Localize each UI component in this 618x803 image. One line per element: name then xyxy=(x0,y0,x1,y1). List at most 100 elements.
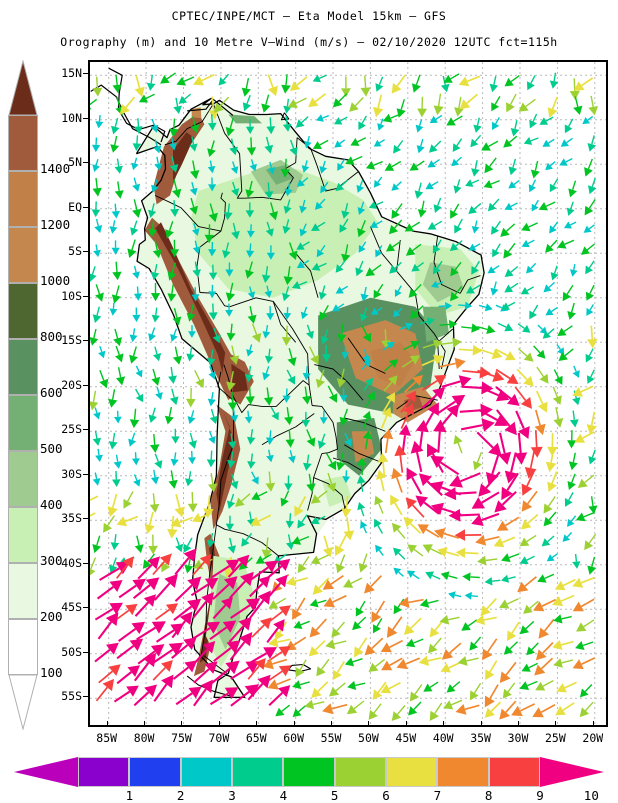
orography-legend-swatch xyxy=(8,563,38,619)
latitude-label: 5N xyxy=(48,155,82,169)
wind-colorbar-left-arrow xyxy=(14,757,80,791)
wind-legend-label: 4 xyxy=(268,788,298,803)
latitude-tick xyxy=(83,207,89,208)
map-plot-area[interactable] xyxy=(88,60,608,727)
orography-legend-label: 1200 xyxy=(40,219,70,232)
longitude-label: 30W xyxy=(498,731,538,745)
latitude-tick xyxy=(83,251,89,252)
longitude-label: 80W xyxy=(124,731,164,745)
orography-legend-swatch xyxy=(8,339,38,395)
longitude-tick xyxy=(294,721,295,727)
longitude-label: 50W xyxy=(348,731,388,745)
latitude-tick xyxy=(83,296,89,297)
wind-legend-label: 8 xyxy=(474,788,504,803)
wind-legend-label: 2 xyxy=(166,788,196,803)
longitude-label: 40W xyxy=(423,731,463,745)
longitude-label: 55W xyxy=(311,731,351,745)
latitude-tick xyxy=(83,429,89,430)
longitude-tick xyxy=(107,721,108,727)
latitude-label: 20S xyxy=(48,378,82,392)
wind-legend-swatch xyxy=(283,757,334,787)
wind-legend-swatch xyxy=(129,757,180,787)
latitude-tick xyxy=(83,73,89,74)
orography-legend-swatch xyxy=(8,283,38,339)
wind-legend-swatch xyxy=(489,757,540,787)
page-title: CPTEC/INPE/MCT – Eta Model 15km – GFS xyxy=(0,9,618,23)
longitude-tick xyxy=(331,721,332,727)
longitude-tick xyxy=(406,721,407,727)
longitude-label: 20W xyxy=(573,731,613,745)
latitude-label: 25S xyxy=(48,422,82,436)
latitude-label: 30S xyxy=(48,467,82,481)
orography-legend-swatch xyxy=(8,619,38,675)
latitude-label: 15S xyxy=(48,333,82,347)
orography-legend-label: 1000 xyxy=(40,275,70,288)
latitude-label: 15N xyxy=(48,66,82,80)
longitude-label: 35W xyxy=(461,731,501,745)
map-canvas xyxy=(90,62,606,725)
wind-legend-swatch xyxy=(386,757,437,787)
latitude-tick xyxy=(83,696,89,697)
latitude-label: 50S xyxy=(48,645,82,659)
longitude-label: 45W xyxy=(386,731,426,745)
latitude-label: 55S xyxy=(48,689,82,703)
longitude-tick xyxy=(219,721,220,727)
orography-colorbar-bottom-arrow xyxy=(8,675,38,730)
wind-legend-label: 1 xyxy=(114,788,144,803)
longitude-tick xyxy=(368,721,369,727)
longitude-tick xyxy=(481,721,482,727)
orography-legend-label: 100 xyxy=(40,667,63,680)
latitude-label: EQ xyxy=(48,200,82,214)
wind-legend-swatch xyxy=(181,757,232,787)
longitude-label: 60W xyxy=(274,731,314,745)
longitude-label: 70W xyxy=(199,731,239,745)
orography-colorbar-top-arrow xyxy=(8,60,38,115)
latitude-tick xyxy=(83,162,89,163)
page-subtitle: Orography (m) and 10 Metre V–Wind (m/s) … xyxy=(0,35,618,49)
longitude-tick xyxy=(256,721,257,727)
latitude-tick xyxy=(83,607,89,608)
latitude-tick xyxy=(83,518,89,519)
longitude-tick xyxy=(144,721,145,727)
wind-legend-label: 5 xyxy=(320,788,350,803)
latitude-label: 45S xyxy=(48,600,82,614)
latitude-label: 5S xyxy=(48,244,82,258)
wind-legend-swatch xyxy=(78,757,129,787)
orography-legend-label: 400 xyxy=(40,499,63,512)
wind-legend-label: 10 xyxy=(576,788,606,803)
wind-legend-label: 3 xyxy=(217,788,247,803)
longitude-label: 85W xyxy=(87,731,127,745)
wind-colorbar-right-arrow xyxy=(540,757,606,791)
latitude-label: 10S xyxy=(48,289,82,303)
latitude-label: 35S xyxy=(48,511,82,525)
latitude-tick xyxy=(83,652,89,653)
latitude-label: 10N xyxy=(48,111,82,125)
longitude-tick xyxy=(443,721,444,727)
wind-legend-swatch xyxy=(232,757,283,787)
wind-legend-swatch xyxy=(335,757,386,787)
latitude-tick xyxy=(83,385,89,386)
orography-legend-swatch xyxy=(8,227,38,283)
orography-legend-swatch xyxy=(8,115,38,171)
wind-legend-label: 9 xyxy=(525,788,555,803)
latitude-tick xyxy=(83,563,89,564)
longitude-label: 25W xyxy=(535,731,575,745)
orography-legend-label: 500 xyxy=(40,443,63,456)
orography-legend-swatch xyxy=(8,507,38,563)
latitude-tick xyxy=(83,340,89,341)
wind-legend-swatch xyxy=(437,757,488,787)
longitude-tick xyxy=(181,721,182,727)
orography-legend-swatch xyxy=(8,451,38,507)
latitude-tick xyxy=(83,118,89,119)
longitude-tick xyxy=(555,721,556,727)
orography-legend-swatch xyxy=(8,171,38,227)
orography-colorbar xyxy=(8,60,38,730)
longitude-label: 75W xyxy=(161,731,201,745)
latitude-label: 40S xyxy=(48,556,82,570)
wind-legend-label: 7 xyxy=(422,788,452,803)
longitude-label: 65W xyxy=(236,731,276,745)
latitude-tick xyxy=(83,474,89,475)
orography-legend-swatch xyxy=(8,395,38,451)
wind-legend-label: 6 xyxy=(371,788,401,803)
